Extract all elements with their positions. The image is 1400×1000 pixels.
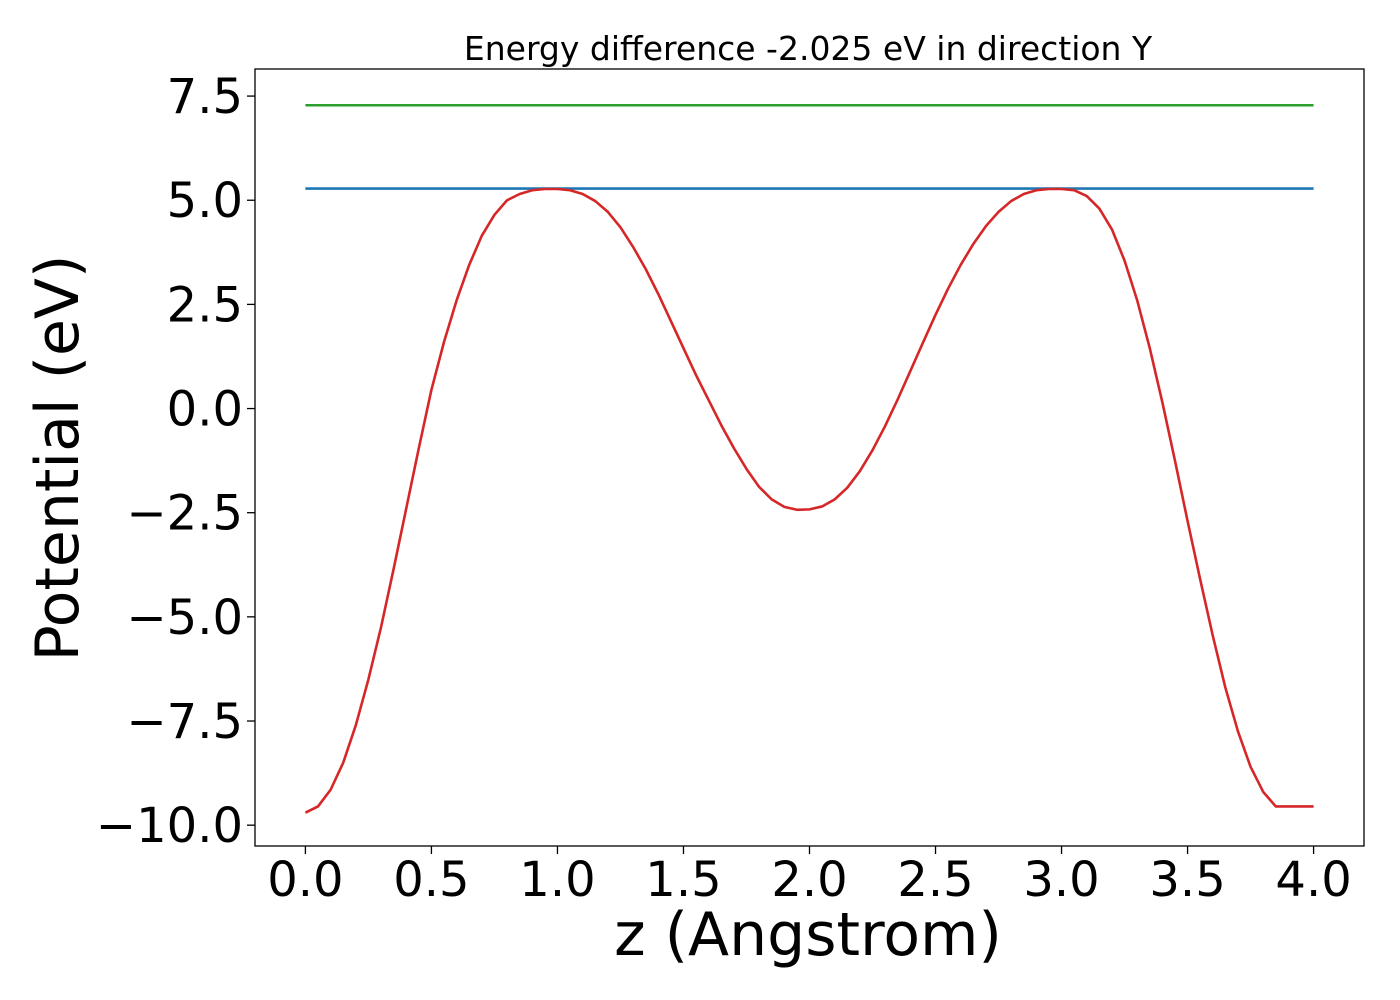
x-axis-ticks: 0.0 0.5 1.0 1.5 2.0 2.5 3.0 3.5 4.0 bbox=[267, 846, 1352, 908]
y-tick-label: 7.5 bbox=[167, 69, 243, 125]
series-line-3 bbox=[304, 187, 1314, 814]
chart-title: Energy difference -2.025 eV in direction… bbox=[464, 29, 1153, 68]
y-axis-ticks: −10.0 −7.5 −5.0 −2.5 0.0 2.5 5.0 7.5 bbox=[96, 69, 255, 854]
x-tick-label: 1.5 bbox=[645, 852, 721, 908]
x-tick-label: 2.0 bbox=[771, 852, 847, 908]
x-tick-label: 4.0 bbox=[1275, 852, 1351, 908]
y-tick-label: 0.0 bbox=[167, 382, 243, 438]
y-tick-label: −10.0 bbox=[96, 798, 243, 854]
x-tick-label: 2.5 bbox=[897, 852, 973, 908]
series-layer bbox=[304, 103, 1314, 814]
y-tick-label: 5.0 bbox=[167, 173, 243, 229]
y-tick-label: −7.5 bbox=[126, 694, 243, 750]
y-tick-label: 2.5 bbox=[167, 277, 243, 333]
plot-frame bbox=[254, 68, 1365, 847]
x-tick-label: 0.0 bbox=[267, 852, 343, 908]
y-axis-label: Potential (eV) bbox=[23, 255, 93, 662]
x-tick-label: 0.5 bbox=[393, 852, 469, 908]
x-tick-label: 3.0 bbox=[1023, 852, 1099, 908]
y-tick-label: −2.5 bbox=[126, 486, 243, 542]
x-axis-label: z (Angstrom) bbox=[614, 900, 1002, 970]
plot-area: 0.0 0.5 1.0 1.5 2.0 2.5 3.0 3.5 4.0 −10.0 −7.5 −5.… bbox=[96, 68, 1365, 908]
x-tick-label: 1.0 bbox=[519, 852, 595, 908]
x-tick-label: 3.5 bbox=[1149, 852, 1225, 908]
y-tick-label: −5.0 bbox=[126, 590, 243, 646]
